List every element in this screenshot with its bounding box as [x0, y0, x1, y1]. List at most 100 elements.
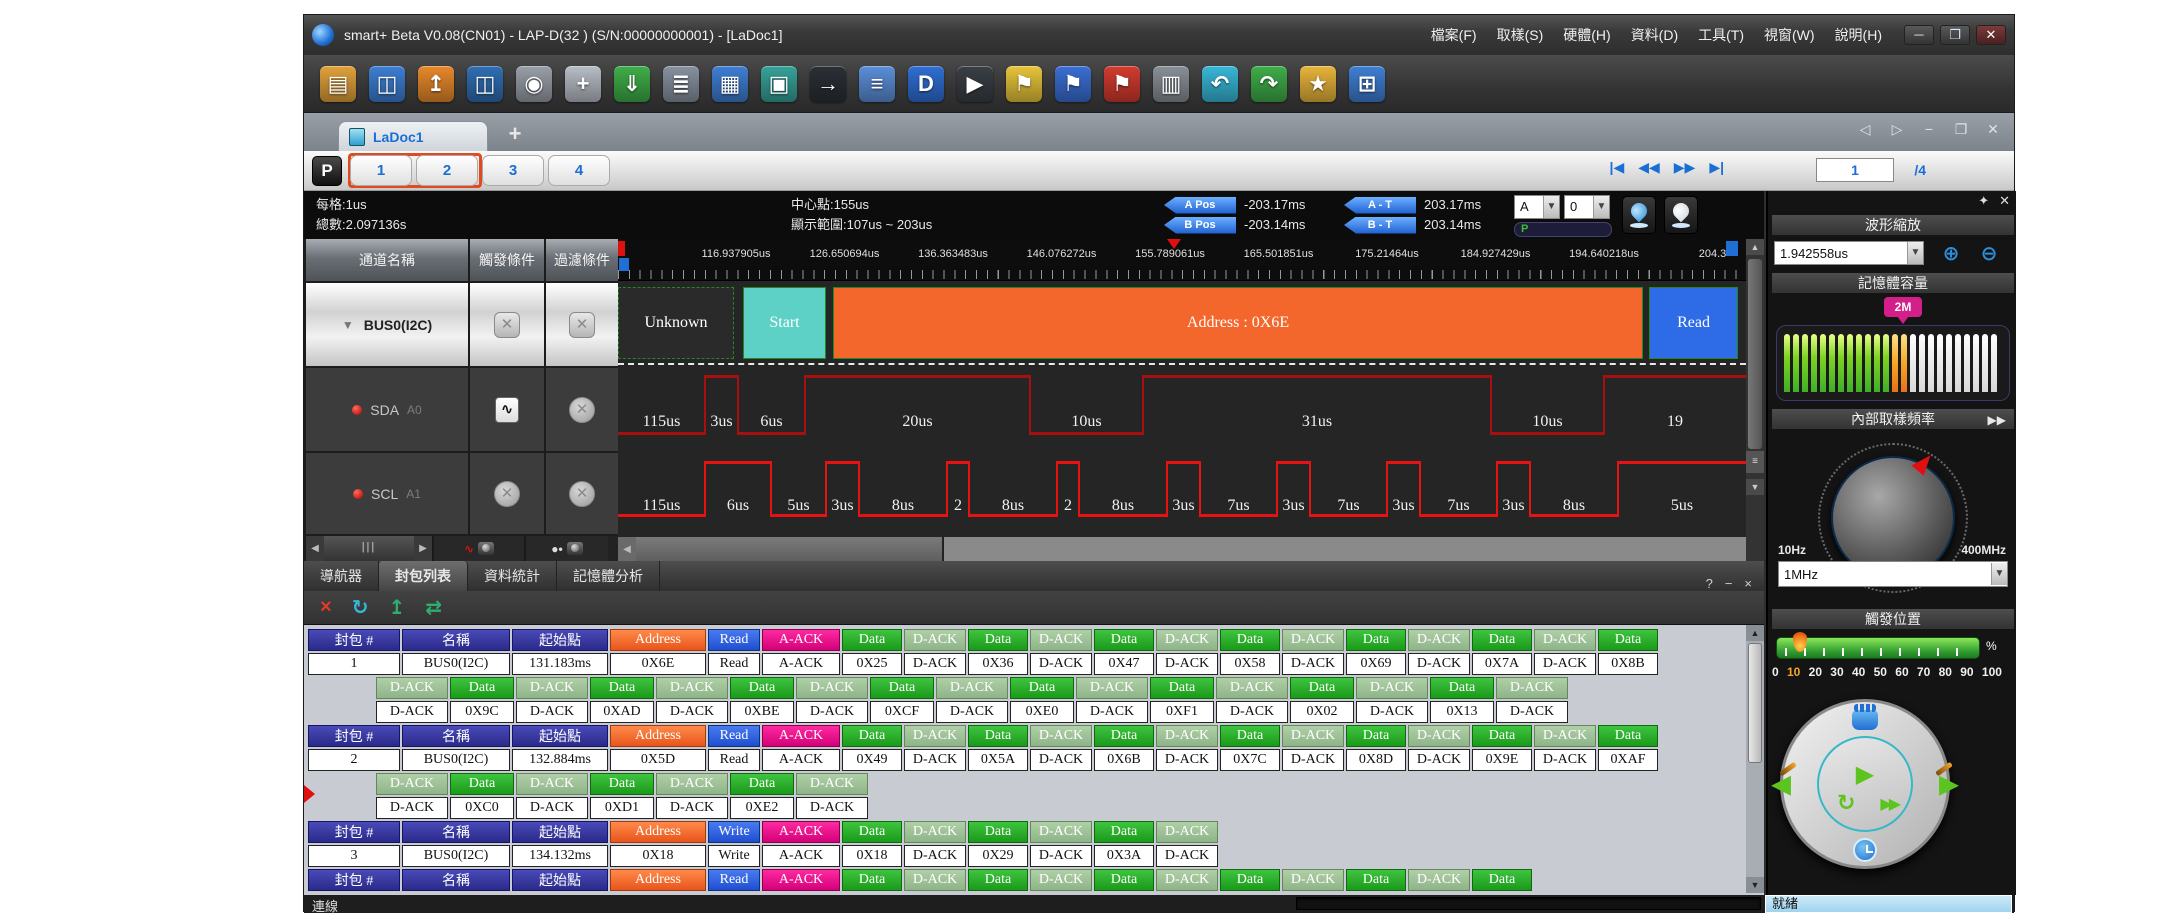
menu-h[interactable]: 說明(H) — [1834, 27, 1882, 43]
packet-value-cell[interactable]: 0X7A — [1472, 653, 1532, 675]
expand-arrow-icon[interactable]: ▶▶ — [1987, 413, 2006, 427]
packet-value-cell[interactable]: 0XE2 — [730, 797, 794, 819]
trigger-camera-cell[interactable]: ∿ — [432, 536, 524, 561]
wave-segment[interactable]: 3us — [1496, 455, 1530, 535]
clock-icon[interactable] — [1853, 838, 1877, 862]
page-button-3[interactable]: 3 — [482, 155, 544, 186]
shuffle-packets-icon[interactable]: ⇄ — [425, 597, 442, 619]
packet-value-cell[interactable]: D-ACK — [516, 797, 588, 819]
packet-value-cell[interactable]: D-ACK — [1216, 701, 1288, 723]
wave-segment[interactable]: 115us — [618, 455, 705, 535]
sda-filter-cell[interactable]: ✕ — [546, 368, 618, 451]
play-icon[interactable]: ▶ — [1855, 761, 1875, 788]
scroll-left-button[interactable]: ◀ — [618, 537, 636, 561]
packet-value-cell[interactable]: 0XAF — [1598, 749, 1658, 771]
menu-w[interactable]: 視窗(W) — [1764, 27, 1815, 43]
scroll-down-button[interactable]: ▼ — [1746, 877, 1764, 893]
download-icon[interactable]: ⇓ — [614, 65, 650, 102]
tab-next-icon[interactable]: ▷ — [1891, 121, 1903, 137]
wave-segment[interactable]: 115us — [618, 369, 705, 453]
save-icon[interactable]: ◫ — [369, 65, 405, 102]
packet-value-cell[interactable]: D-ACK — [1282, 749, 1344, 771]
doc-minimize-button[interactable]: − — [1924, 121, 1934, 137]
packet-value-cell[interactable]: D-ACK — [656, 797, 728, 819]
minimize-button[interactable]: ─ — [1904, 25, 1934, 45]
bus-row-name[interactable]: ▼ BUS0(I2C) — [306, 283, 468, 366]
packet-value-cell[interactable]: 0XAD — [590, 701, 654, 723]
bus-segment-unknown[interactable]: Unknown — [618, 286, 734, 359]
calculator-icon[interactable]: ⊞ — [1349, 65, 1385, 102]
packet-value-cell[interactable]: A-ACK — [762, 749, 840, 771]
tools-icon[interactable]: + — [565, 65, 601, 102]
redo-icon[interactable]: ↷ — [1251, 65, 1287, 102]
packet-value-cell[interactable]: D-ACK — [376, 701, 448, 723]
wave-segment[interactable]: 8us — [968, 455, 1057, 535]
packet-value-cell[interactable]: A-ACK — [762, 653, 840, 675]
packet-value-cell[interactable]: 0XF1 — [1150, 701, 1214, 723]
packet-value-cell[interactable]: 0X6E — [610, 653, 706, 675]
packet-value-cell[interactable]: Write — [708, 845, 760, 867]
replay-icon[interactable]: ↻ — [1837, 790, 1856, 815]
tab-prev-icon[interactable]: ◁ — [1859, 121, 1871, 137]
packet-value-cell[interactable]: 0X47 — [1094, 653, 1154, 675]
packet-value-cell[interactable]: BUS0(I2C) — [402, 653, 510, 675]
tab-導航器[interactable]: 導航器 — [304, 561, 379, 591]
menu-h[interactable]: 硬體(H) — [1563, 27, 1611, 43]
packet-value-cell[interactable]: D-ACK — [1356, 701, 1428, 723]
packet-table-scrollbar[interactable]: ▲ ▼ — [1746, 625, 1764, 893]
page-mode-button[interactable]: P — [312, 156, 342, 186]
delete-packet-icon[interactable]: × — [320, 596, 332, 618]
packet-value-cell[interactable]: D-ACK — [1156, 845, 1218, 867]
b-marker-icon[interactable] — [619, 258, 629, 271]
packet-value-cell[interactable]: 3 — [308, 845, 400, 867]
bus-segment-address[interactable]: Address : 0X6E — [833, 286, 1643, 359]
first-page-button[interactable]: |◀ — [1609, 159, 1625, 175]
collapse-arrow-icon[interactable]: ▼ — [341, 317, 354, 332]
packet-value-cell[interactable]: 0X8B — [1598, 653, 1658, 675]
page-button-2[interactable]: 2 — [416, 155, 478, 186]
page-button-1[interactable]: 1 — [350, 155, 412, 186]
packet-value-cell[interactable]: 0X9C — [450, 701, 514, 723]
wave-segment[interactable]: 3us — [1386, 455, 1420, 535]
menu-d[interactable]: 資料(D) — [1630, 27, 1679, 43]
navigation-pad[interactable]: ◀ ▶ ▶ ↻ ▶▶ — [1771, 699, 1959, 869]
wave-segment[interactable]: 3us — [704, 369, 738, 453]
packet-value-cell[interactable]: D-ACK — [796, 797, 868, 819]
menu-s[interactable]: 取樣(S) — [1496, 27, 1544, 43]
export-packets-icon[interactable]: ↥ — [388, 597, 406, 619]
save-settings-icon[interactable]: ◫ — [467, 65, 503, 102]
filter-camera-cell[interactable]: ●• — [524, 536, 608, 561]
zoom-value-select[interactable]: 1.942558us ▼ — [1774, 241, 1924, 265]
packet-value-cell[interactable]: 0XBE — [730, 701, 794, 723]
packet-value-cell[interactable]: D-ACK — [1076, 701, 1148, 723]
packet-value-cell[interactable]: 0XCF — [870, 701, 934, 723]
wave-segment[interactable]: 2 — [1056, 455, 1079, 535]
wave-segment[interactable]: 8us — [858, 455, 947, 535]
wave-segment[interactable]: 31us — [1142, 369, 1491, 453]
packet-value-cell[interactable]: D-ACK — [904, 749, 966, 771]
new-tab-button[interactable]: + — [508, 121, 522, 146]
page-number-input[interactable] — [1816, 158, 1894, 182]
waveform-vscrollbar[interactable]: ▲ ≡ ▼ — [1746, 239, 1764, 561]
packet-value-cell[interactable]: BUS0(I2C) — [402, 749, 510, 771]
packet-value-cell[interactable]: Read — [708, 749, 760, 771]
packet-value-cell[interactable]: BUS0(I2C) — [402, 845, 510, 867]
menu-t[interactable]: 工具(T) — [1698, 27, 1745, 43]
close-button[interactable]: ✕ — [1976, 25, 2006, 45]
column-header-channel-name[interactable]: 通道名稱 — [306, 239, 468, 281]
tab-資料統計[interactable]: 資料統計 — [468, 561, 557, 591]
packet-value-cell[interactable]: 0X9E — [1472, 749, 1532, 771]
panel-close-button[interactable]: × — [1744, 576, 1752, 591]
undo-icon[interactable]: ↶ — [1202, 65, 1238, 102]
wave-segment[interactable]: 3us — [1166, 455, 1200, 535]
waveform-hscrollbar[interactable]: ◀ — [618, 537, 1746, 561]
packet-value-cell[interactable]: 0X18 — [610, 845, 706, 867]
packet-value-cell[interactable]: 131.183ms — [512, 653, 608, 675]
window-view-icon[interactable]: ▣ — [761, 65, 797, 102]
a-pos-tag[interactable]: A Pos — [1164, 196, 1236, 214]
wave-segment[interactable]: 10us — [1029, 369, 1143, 453]
packet-value-cell[interactable]: 0X18 — [842, 845, 902, 867]
channel-row-scl[interactable]: SCL A1 — [306, 453, 468, 534]
packet-value-cell[interactable]: D-ACK — [1408, 749, 1470, 771]
export-file-icon[interactable]: ↥ — [418, 65, 454, 102]
